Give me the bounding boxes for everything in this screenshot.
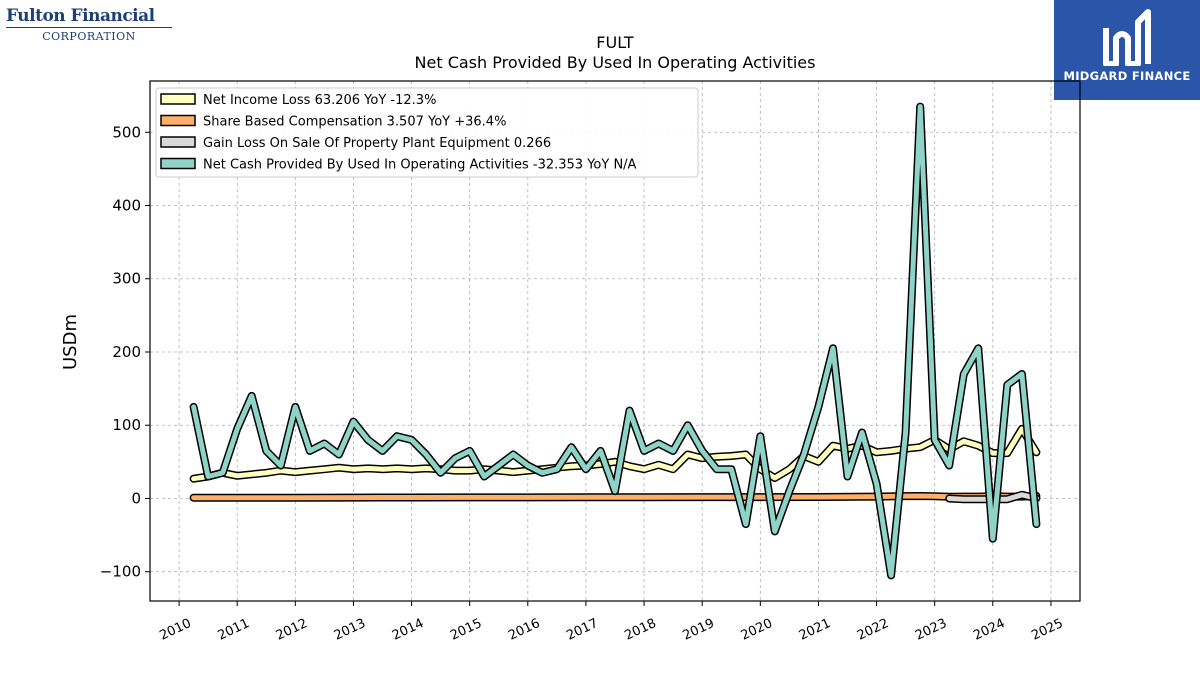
x-tick-label: 2022: [855, 616, 891, 644]
x-tick-label: 2012: [274, 616, 310, 644]
legend-swatch: [160, 114, 196, 127]
series-line: [191, 493, 1039, 501]
y-tick-label: 100: [112, 416, 141, 434]
x-tick-label: 2013: [332, 616, 368, 644]
legend-swatch: [160, 93, 196, 105]
legend-label: Net Cash Provided By Used In Operating A…: [203, 158, 637, 173]
fulton-logo: Fulton Financial CORPORATION: [6, 6, 176, 43]
midgard-logo: MIDGARD FINANCE: [1054, 0, 1200, 100]
x-tick-label: 2015: [448, 616, 484, 644]
midgard-name: MIDGARD FINANCE: [1063, 69, 1191, 83]
y-tick-label: 200: [112, 343, 141, 361]
plot-frame: [149, 80, 1081, 602]
x-tick-label: 2019: [681, 616, 717, 644]
legend-label: Share Based Compensation 3.507 YoY +36.4…: [203, 115, 506, 130]
x-tick-label: 2014: [390, 616, 426, 644]
legend-swatch: [160, 157, 196, 170]
x-tick-label: 2017: [564, 616, 600, 644]
midgard-mark-icon: [1103, 9, 1151, 66]
legend-swatch: [160, 136, 196, 148]
legend: Net Income Loss 63.206 YoY -12.3% Share B…: [155, 87, 699, 178]
x-tick-label: 2018: [622, 616, 658, 644]
logo-line-2: CORPORATION: [42, 30, 136, 43]
legend-label: Net Income Loss 63.206 YoY -12.3%: [203, 93, 436, 108]
series-0: [189, 424, 1041, 483]
x-tick-label: 2011: [216, 616, 252, 644]
x-tick-label: 2023: [913, 616, 949, 644]
logo-line-1: Fulton Financial: [6, 6, 155, 26]
x-tick-label: 2025: [1029, 616, 1065, 644]
series-1: [189, 491, 1041, 502]
x-tick-label: 2016: [506, 616, 542, 644]
legend-frame: [155, 87, 699, 178]
x-tick-label: 2021: [797, 616, 833, 644]
x-tick-label: 2020: [739, 616, 775, 644]
chart-subtitle: Net Cash Provided By Used In Operating A…: [415, 53, 816, 72]
logo-rule: [6, 27, 172, 28]
plot-area: [189, 102, 1041, 580]
y-axis-label: USDm: [60, 314, 81, 370]
y-tick-label: 300: [112, 270, 141, 288]
x-tick-label: 2010: [157, 616, 193, 644]
y-tick-label: 500: [112, 123, 141, 141]
chart-title: FULT: [596, 33, 634, 52]
legend-label: Gain Loss On Sale Of Property Plant Equi…: [203, 136, 551, 151]
series-3: [189, 102, 1041, 580]
x-tick-label: 2024: [971, 616, 1007, 644]
y-tick-label: −100: [100, 563, 141, 581]
y-tick-label: 0: [131, 489, 141, 507]
y-tick-label: 400: [112, 197, 141, 215]
